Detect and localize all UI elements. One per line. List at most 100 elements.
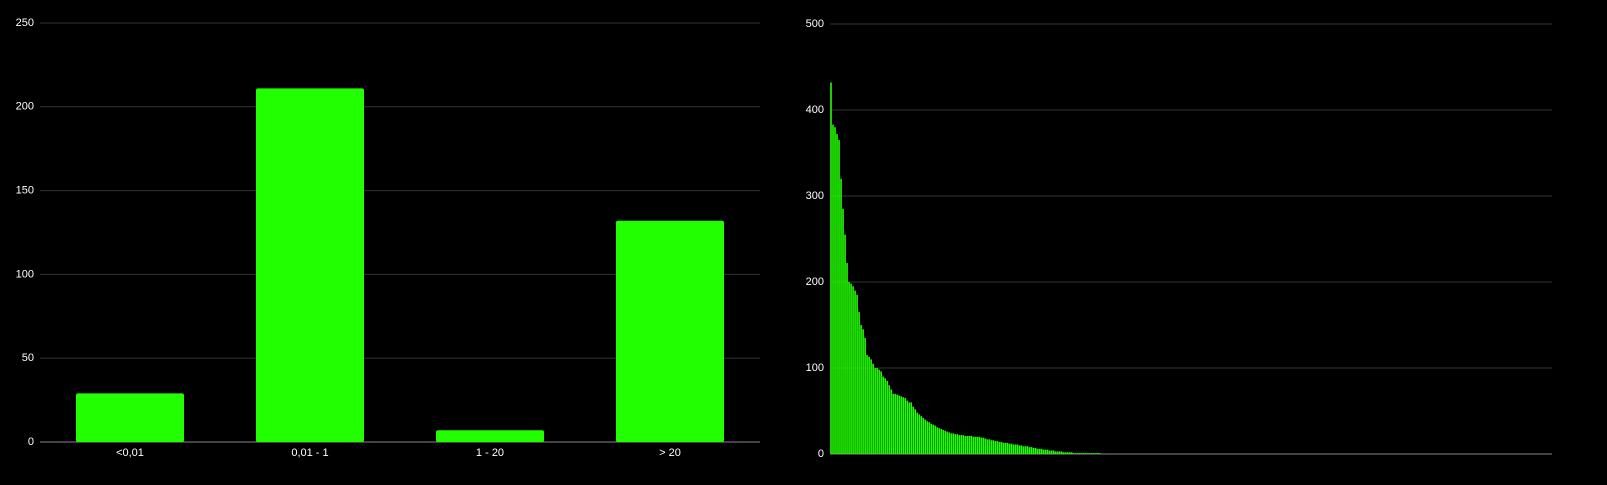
bar xyxy=(1052,450,1055,454)
bar xyxy=(1092,453,1095,454)
bar xyxy=(1048,450,1051,454)
bar xyxy=(854,290,856,454)
bar xyxy=(834,127,836,454)
bar xyxy=(1016,444,1019,454)
bar xyxy=(924,419,927,454)
y-tick-label: 300 xyxy=(806,190,824,202)
bar xyxy=(892,393,894,454)
y-tick-label: 100 xyxy=(806,362,824,374)
bar xyxy=(988,439,991,454)
bar xyxy=(946,431,949,454)
bar xyxy=(866,355,868,454)
bar xyxy=(1058,451,1061,454)
bar xyxy=(882,376,884,454)
bar xyxy=(1080,453,1083,454)
bar xyxy=(1000,441,1003,454)
bar xyxy=(616,220,724,442)
bar xyxy=(888,385,890,454)
bar xyxy=(906,400,909,454)
y-tick-label: 150 xyxy=(16,185,34,197)
bar xyxy=(864,337,866,454)
x-tick-label: <0,01 xyxy=(116,447,144,459)
x-tick-label: 1 - 20 xyxy=(476,447,504,459)
y-tick-label: 200 xyxy=(16,101,34,113)
bar xyxy=(976,436,979,454)
bar xyxy=(872,363,874,454)
bar xyxy=(910,402,913,454)
bar xyxy=(902,397,905,454)
bar xyxy=(836,134,838,454)
bar xyxy=(948,432,951,454)
bar xyxy=(1030,447,1033,454)
bar xyxy=(970,435,973,454)
bar xyxy=(964,435,967,454)
bar xyxy=(1024,446,1027,454)
bar xyxy=(76,393,184,442)
bar xyxy=(1032,447,1035,454)
bar xyxy=(1064,452,1067,454)
bar xyxy=(862,329,864,454)
y-tick-label: 400 xyxy=(806,104,824,116)
bar xyxy=(966,435,969,454)
bar xyxy=(848,282,850,454)
bar xyxy=(968,435,971,454)
bar xyxy=(256,88,364,442)
bar xyxy=(1066,452,1069,454)
bar xyxy=(860,325,862,454)
bar xyxy=(886,380,888,454)
bar xyxy=(1018,445,1021,454)
bar xyxy=(962,435,965,454)
bar xyxy=(952,433,955,454)
bar xyxy=(1010,443,1013,454)
bar xyxy=(1088,453,1091,454)
bar xyxy=(916,412,919,454)
bar xyxy=(1056,451,1059,454)
y-tick-label: 50 xyxy=(22,352,34,364)
y-tick-label: 0 xyxy=(818,448,824,460)
bar xyxy=(1036,448,1039,454)
bar xyxy=(942,429,945,454)
bar xyxy=(954,434,957,454)
bar xyxy=(830,82,832,454)
x-tick-label: 0,01 - 1 xyxy=(291,447,328,459)
bar xyxy=(1096,453,1099,454)
bar xyxy=(1098,453,1101,454)
bar xyxy=(926,421,929,454)
bar xyxy=(880,371,882,454)
bar xyxy=(896,394,898,454)
y-tick-label: 250 xyxy=(16,17,34,29)
bar xyxy=(972,436,975,454)
bar xyxy=(850,283,852,454)
bar xyxy=(1026,446,1029,454)
bar xyxy=(998,441,1001,454)
x-tick-label: > 20 xyxy=(659,447,681,459)
y-tick-label: 0 xyxy=(28,436,34,448)
bar xyxy=(936,427,939,454)
bar xyxy=(934,425,937,454)
bar xyxy=(874,368,876,454)
bar xyxy=(1074,453,1077,454)
bar xyxy=(1004,442,1007,454)
bar xyxy=(1090,453,1093,454)
bar xyxy=(1094,453,1097,454)
bar xyxy=(986,439,989,454)
bar xyxy=(1050,450,1053,454)
bar xyxy=(1034,447,1037,454)
bar xyxy=(1022,446,1025,454)
bar xyxy=(894,393,896,454)
bar xyxy=(844,234,846,454)
bar xyxy=(908,402,911,454)
bar xyxy=(900,396,902,454)
bar xyxy=(930,423,933,454)
bar xyxy=(878,369,880,454)
bar xyxy=(922,417,925,454)
y-tick-label: 200 xyxy=(806,276,824,288)
bar xyxy=(884,378,886,454)
bar xyxy=(870,359,872,454)
bar xyxy=(982,437,985,454)
bar xyxy=(932,424,935,454)
bar xyxy=(1042,449,1045,454)
bar xyxy=(1008,443,1011,454)
bar xyxy=(996,441,999,454)
